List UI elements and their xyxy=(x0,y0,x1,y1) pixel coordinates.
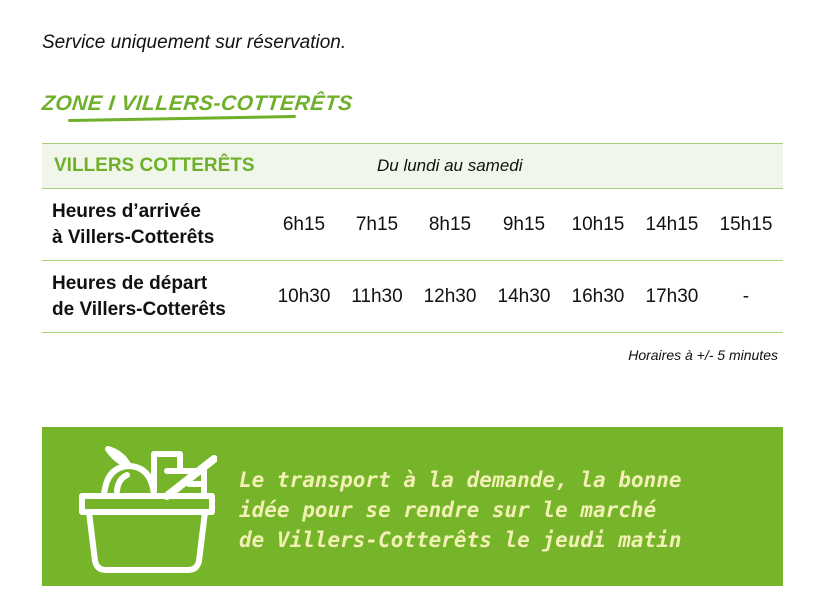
time-cell: 10h30 xyxy=(267,260,341,333)
table-row: Heures de départ de Villers-Cotterêts 10h… xyxy=(42,260,783,333)
days-header: Du lundi au samedi xyxy=(267,143,783,189)
banner-text: Le transport à la demande, la bonne idée… xyxy=(239,468,682,552)
time-cell: 14h15 xyxy=(634,188,709,261)
table-row: Heures d’arrivée à Villers-Cotterêts 6h15… xyxy=(42,188,783,261)
row-label: Heures de départ de Villers-Cotterêts xyxy=(42,260,267,333)
time-cell: 9h15 xyxy=(486,188,561,261)
schedule-footnote: Horaires à +/- 5 minutes xyxy=(628,347,778,363)
time-cell: 6h15 xyxy=(267,188,341,261)
zone-title: ZONE I VILLERS-COTTERÊTS xyxy=(40,92,354,115)
time-cell: 17h30 xyxy=(634,260,709,333)
market-banner: Le transport à la demande, la bonne idée… xyxy=(42,427,783,586)
time-cell: 7h15 xyxy=(340,188,413,261)
basket-icon xyxy=(79,446,217,573)
time-cell: 12h30 xyxy=(413,260,487,333)
time-cell: - xyxy=(708,260,783,333)
reservation-note: Service uniquement sur réservation. xyxy=(42,32,347,53)
time-cell: 10h15 xyxy=(560,188,635,261)
time-cell: 14h30 xyxy=(486,260,561,333)
row-label: Heures d’arrivée à Villers-Cotterêts xyxy=(42,188,267,261)
time-cell: 15h15 xyxy=(708,188,783,261)
city-header: VILLERS COTTERÊTS xyxy=(42,143,267,189)
title-underline xyxy=(67,115,297,122)
schedule-table: VILLERS COTTERÊTS Du lundi au samedi Heu… xyxy=(42,143,783,333)
time-cell: 8h15 xyxy=(413,188,487,261)
time-cell: 16h30 xyxy=(560,260,635,333)
table-header-row: VILLERS COTTERÊTS Du lundi au samedi xyxy=(42,143,783,189)
time-cell: 11h30 xyxy=(340,260,413,333)
